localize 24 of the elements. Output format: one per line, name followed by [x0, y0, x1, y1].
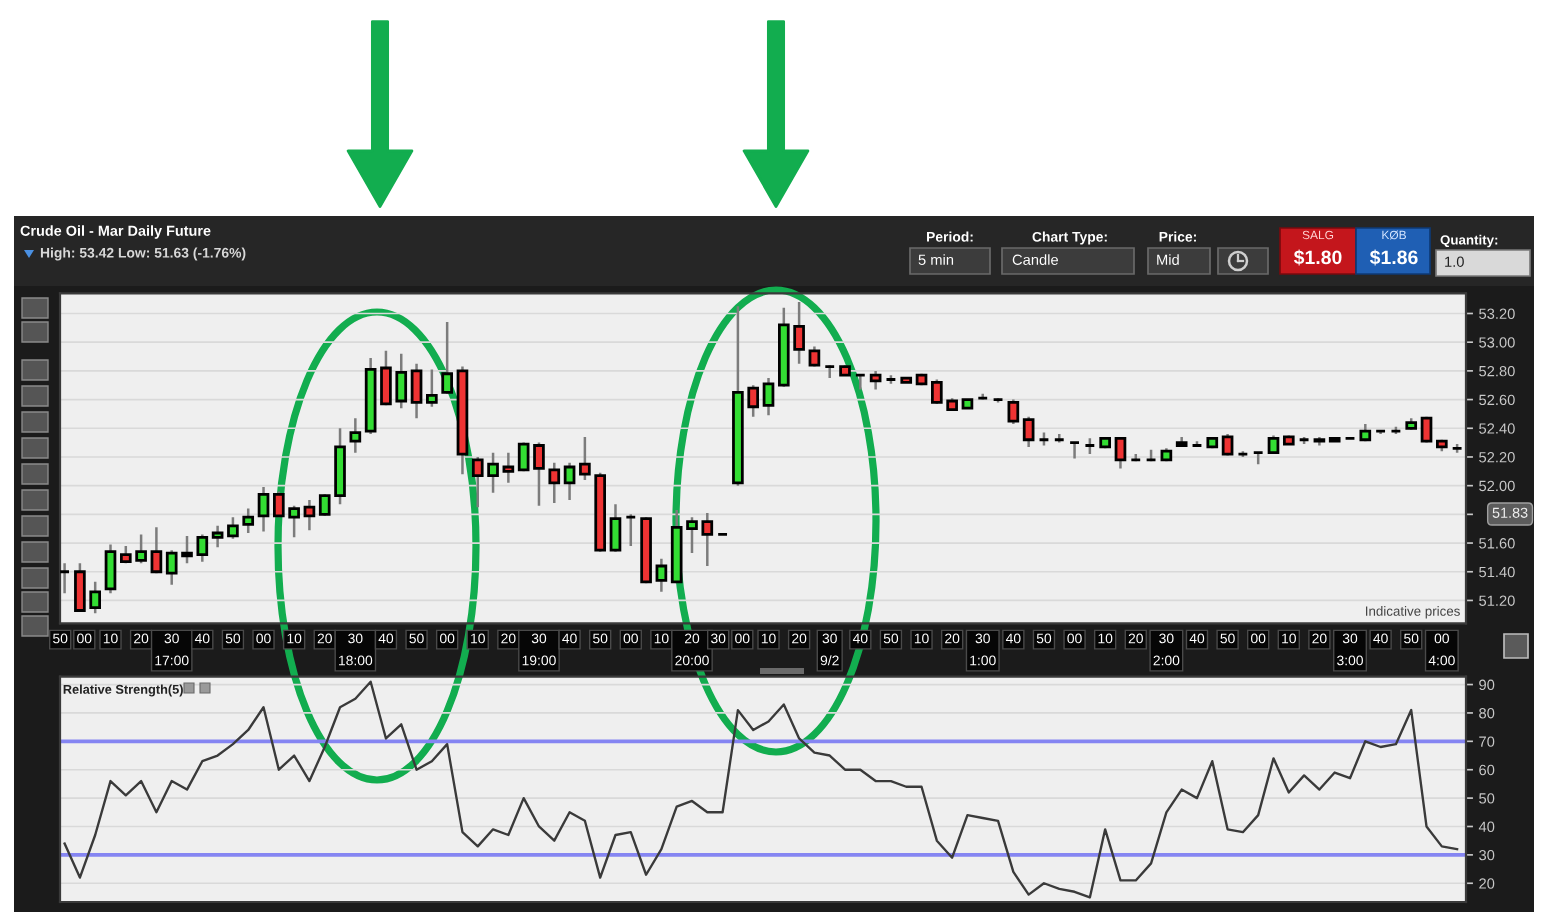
candlestick	[150, 526, 163, 575]
candlestick	[808, 345, 821, 368]
text: $1.80	[1293, 249, 1342, 266]
candlestick	[104, 543, 117, 595]
candlestick	[303, 498, 316, 532]
candlestick	[211, 524, 224, 549]
candlestick	[1221, 432, 1234, 457]
candlestick	[1007, 398, 1020, 426]
candlestick	[410, 362, 423, 420]
candlestick	[1022, 415, 1035, 449]
candlestick	[1114, 435, 1127, 470]
candlestick	[257, 485, 270, 533]
candlestick	[349, 416, 362, 454]
candlestick	[426, 368, 438, 408]
candlestick	[1420, 415, 1433, 444]
candlestick	[441, 320, 453, 396]
text: $1.86	[1369, 249, 1418, 266]
candlestick	[869, 369, 882, 391]
line-series	[63, 680, 1459, 899]
candlestick	[563, 461, 576, 502]
candlestick	[502, 451, 515, 485]
candlestick	[762, 376, 775, 417]
candlestick	[655, 557, 668, 594]
candlestick	[609, 503, 622, 553]
